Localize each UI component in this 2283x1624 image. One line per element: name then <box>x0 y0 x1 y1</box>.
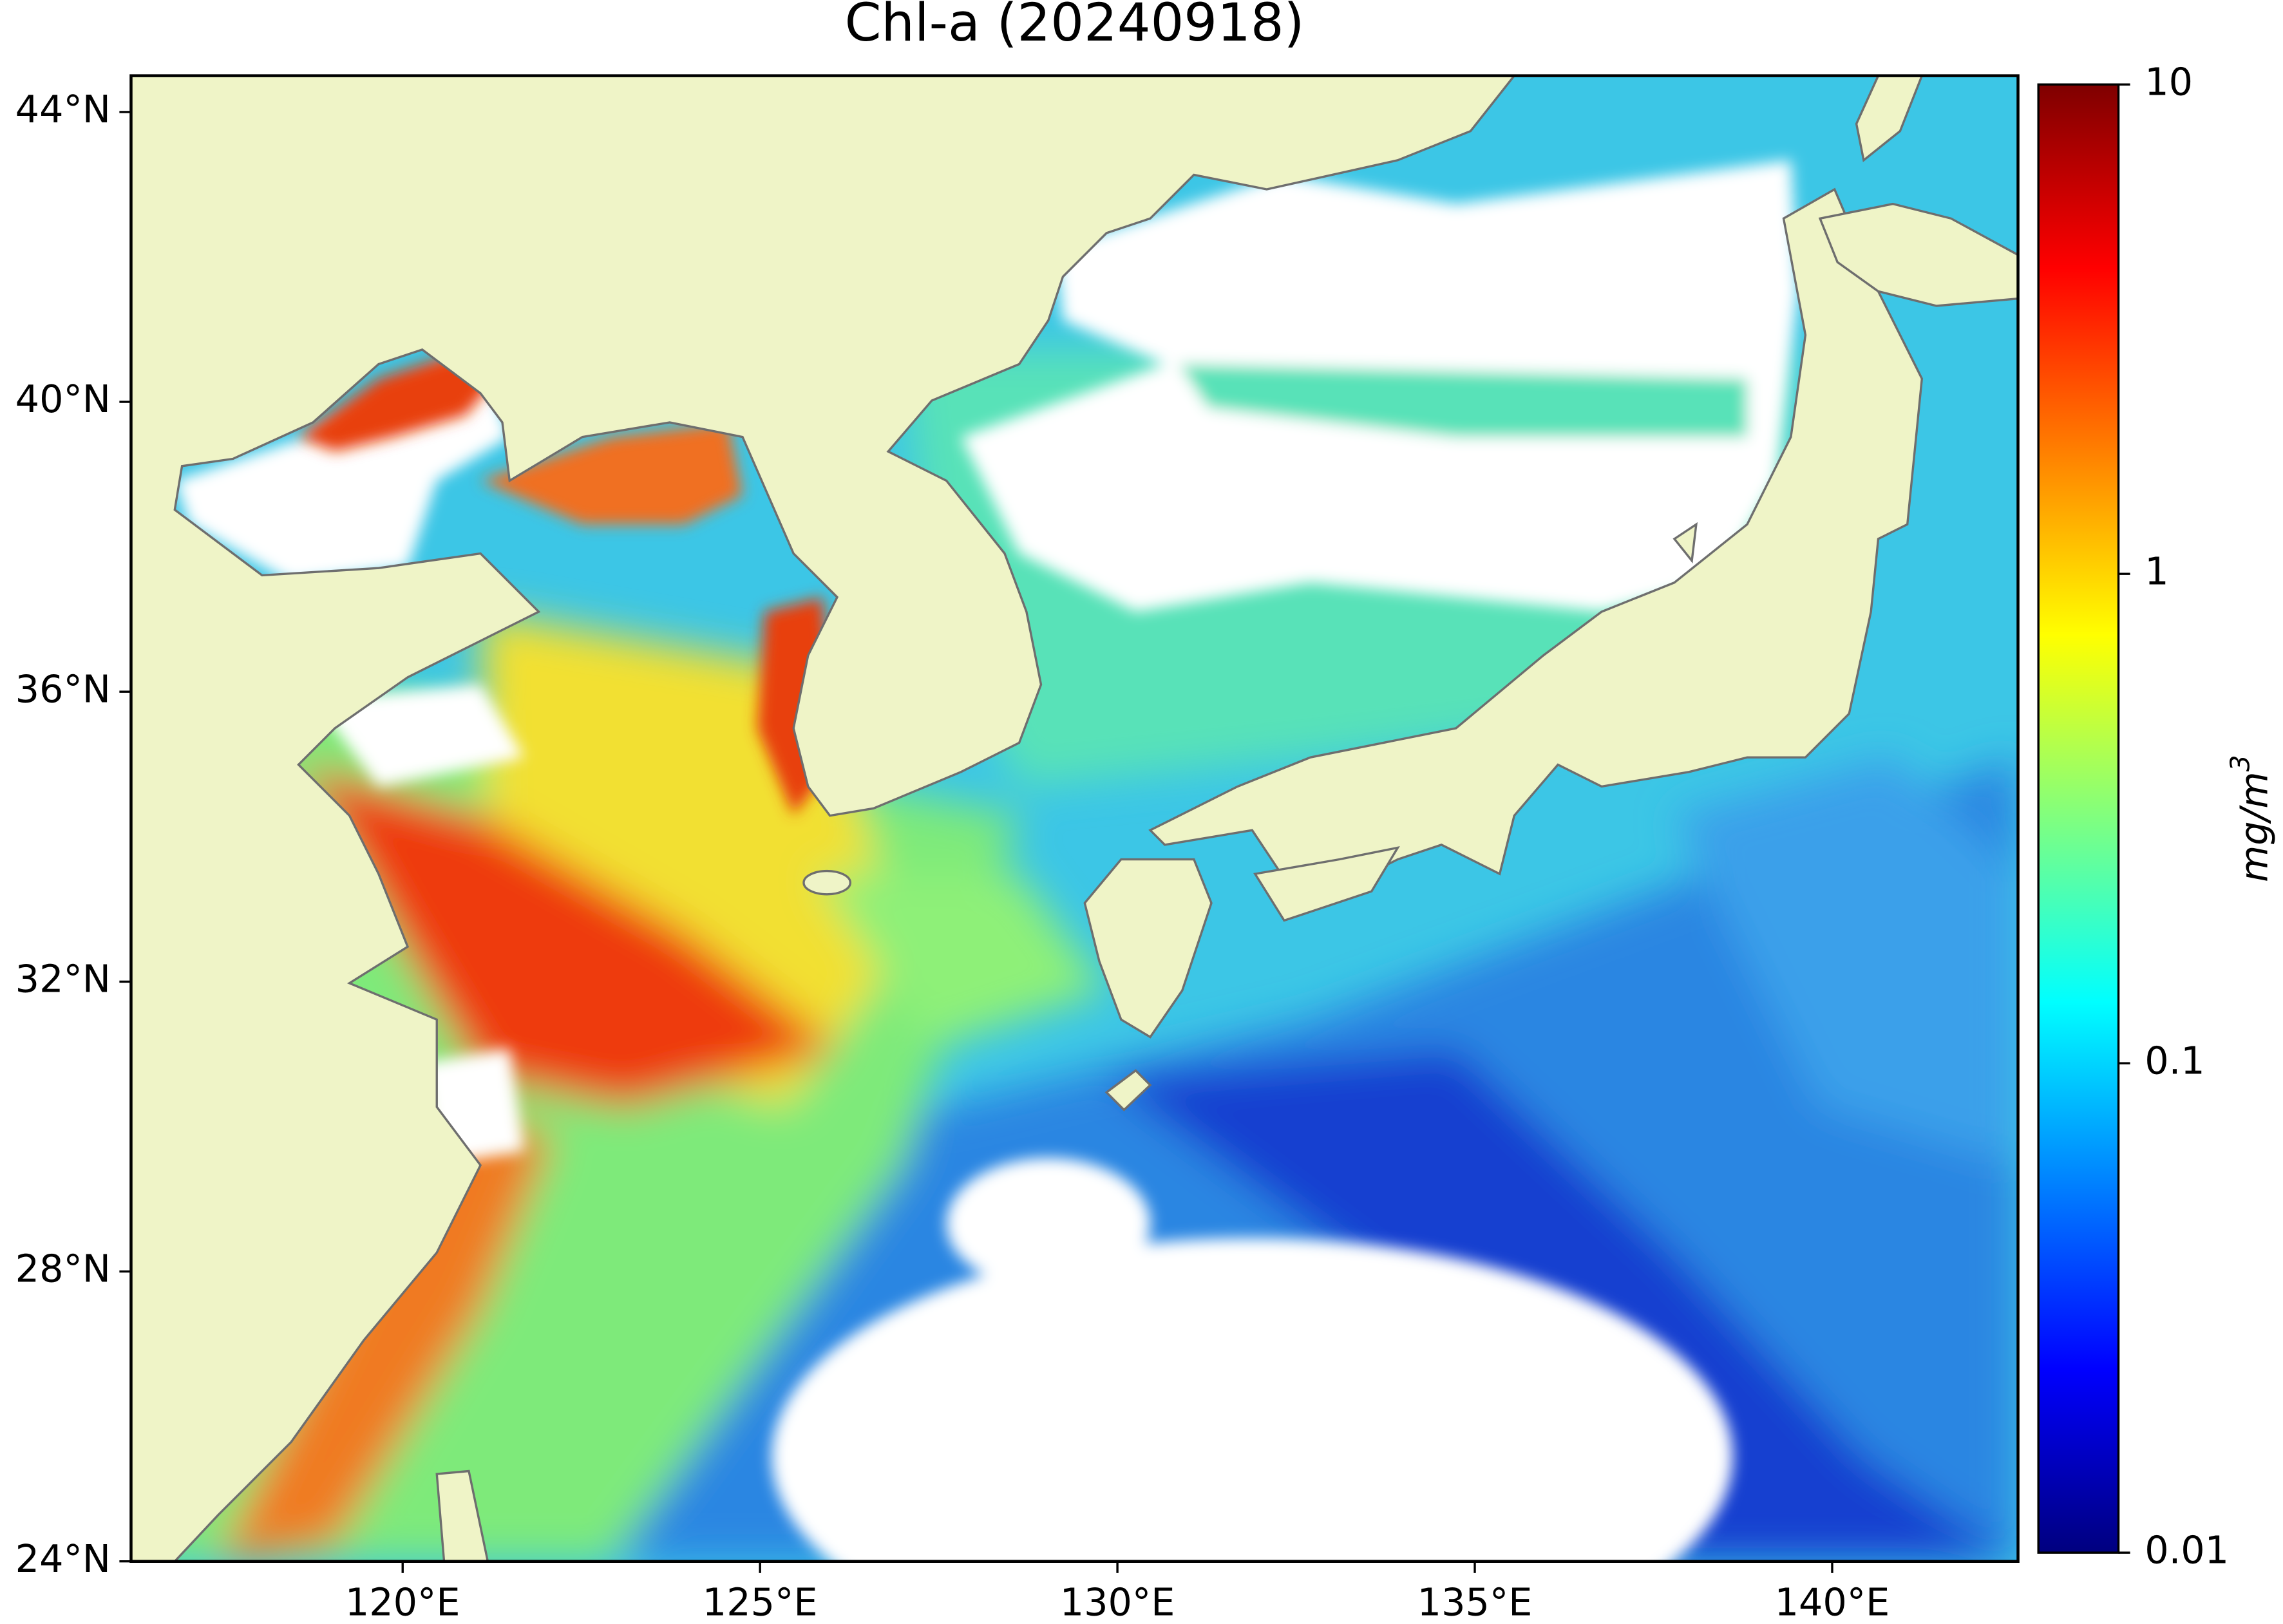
map-frame <box>129 74 2020 1563</box>
map-field <box>131 75 2018 1562</box>
x-tick-label: 135°E <box>1417 1580 1533 1624</box>
liaodong-coast <box>480 422 743 525</box>
colorbar-tick-label: 10 <box>2145 59 2193 104</box>
map-title: Chl-a (20240918) <box>845 0 1305 53</box>
colorbar-label: mg/m3 <box>2225 755 2277 882</box>
colorbar-tick-label: 0.01 <box>2145 1527 2229 1572</box>
x-tick-label: 140°E <box>1775 1580 1890 1624</box>
colorbar <box>2037 83 2120 1554</box>
colorbar-label-superscript: 3 <box>2225 755 2256 771</box>
land <box>131 75 2018 1562</box>
x-tick-label: 130°E <box>1060 1580 1175 1624</box>
colorbar-tick-label: 0.1 <box>2145 1038 2204 1082</box>
colorbar-label-text: mg/m <box>2231 771 2276 882</box>
y-tick-label: 36°N <box>15 666 111 711</box>
bohai-coast <box>298 349 502 452</box>
y-tick-label: 32°N <box>15 956 111 1001</box>
y-tick-label: 44°N <box>15 87 111 131</box>
y-tick-label: 40°N <box>15 377 111 421</box>
x-tick-label: 125°E <box>703 1580 818 1624</box>
colorbar-tick-label: 1 <box>2145 549 2168 593</box>
x-tick-label: 120°E <box>345 1580 460 1624</box>
y-tick-label: 28°N <box>15 1247 111 1291</box>
y-tick-label: 24°N <box>15 1536 111 1581</box>
